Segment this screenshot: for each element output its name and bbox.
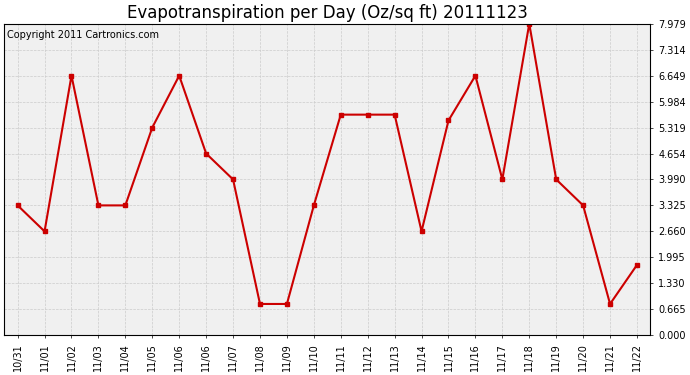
Text: Copyright 2011 Cartronics.com: Copyright 2011 Cartronics.com bbox=[8, 30, 159, 40]
Title: Evapotranspiration per Day (Oz/sq ft) 20111123: Evapotranspiration per Day (Oz/sq ft) 20… bbox=[127, 4, 528, 22]
